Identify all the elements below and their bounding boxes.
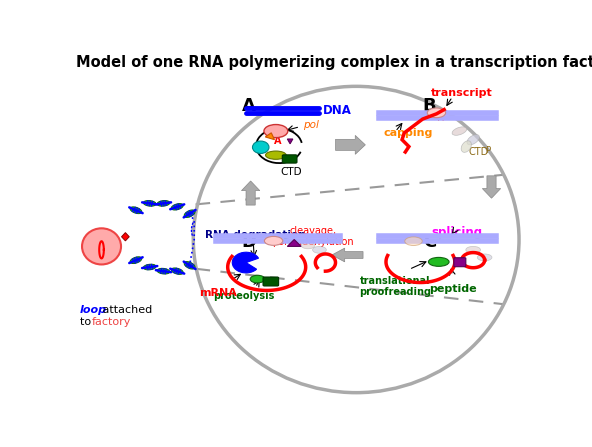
Text: D: D bbox=[242, 232, 256, 251]
Ellipse shape bbox=[184, 261, 195, 269]
Text: A: A bbox=[277, 237, 284, 246]
Text: loop: loop bbox=[79, 305, 107, 315]
Ellipse shape bbox=[265, 236, 283, 245]
Text: factory: factory bbox=[91, 317, 131, 327]
Ellipse shape bbox=[452, 127, 466, 135]
Text: proteolysis: proteolysis bbox=[213, 291, 275, 301]
Ellipse shape bbox=[143, 201, 156, 206]
Polygon shape bbox=[265, 133, 275, 139]
Ellipse shape bbox=[461, 141, 471, 152]
Polygon shape bbox=[287, 240, 301, 246]
Ellipse shape bbox=[250, 275, 265, 283]
FancyBboxPatch shape bbox=[454, 258, 466, 267]
Ellipse shape bbox=[130, 207, 142, 214]
Text: B: B bbox=[423, 97, 436, 115]
Text: CTD: CTD bbox=[280, 167, 302, 177]
Circle shape bbox=[252, 141, 269, 153]
Ellipse shape bbox=[405, 237, 422, 245]
Ellipse shape bbox=[477, 254, 492, 261]
Text: to: to bbox=[79, 317, 94, 327]
Ellipse shape bbox=[157, 268, 170, 274]
Text: attached: attached bbox=[99, 305, 153, 315]
Ellipse shape bbox=[467, 135, 480, 145]
Text: A: A bbox=[242, 97, 255, 115]
Ellipse shape bbox=[264, 125, 288, 138]
Text: cleavage,
poly-adenylation: cleavage, poly-adenylation bbox=[272, 226, 353, 247]
Ellipse shape bbox=[301, 242, 315, 249]
Text: splicing: splicing bbox=[432, 226, 482, 239]
Ellipse shape bbox=[171, 203, 184, 210]
Text: mRNA: mRNA bbox=[200, 288, 237, 298]
Text: A: A bbox=[275, 136, 282, 147]
Ellipse shape bbox=[171, 268, 184, 274]
Ellipse shape bbox=[466, 246, 481, 253]
FancyArrow shape bbox=[482, 176, 501, 198]
Text: Model of one RNA polymerizing complex in a transcription factory: Model of one RNA polymerizing complex in… bbox=[76, 55, 592, 70]
Polygon shape bbox=[121, 232, 129, 241]
FancyBboxPatch shape bbox=[263, 277, 279, 286]
Text: P: P bbox=[485, 146, 490, 155]
Text: RNA degradation: RNA degradation bbox=[205, 230, 305, 240]
Ellipse shape bbox=[184, 210, 195, 217]
Ellipse shape bbox=[82, 228, 121, 265]
Ellipse shape bbox=[130, 257, 142, 264]
Ellipse shape bbox=[266, 151, 286, 159]
Polygon shape bbox=[287, 139, 293, 144]
Text: DNA: DNA bbox=[323, 104, 352, 117]
Text: C: C bbox=[423, 232, 436, 251]
Ellipse shape bbox=[157, 201, 170, 206]
Text: peptide: peptide bbox=[429, 284, 477, 294]
FancyBboxPatch shape bbox=[282, 155, 297, 163]
Ellipse shape bbox=[143, 264, 156, 270]
FancyArrow shape bbox=[242, 181, 260, 205]
Text: A: A bbox=[438, 114, 444, 122]
Text: capping: capping bbox=[384, 128, 433, 138]
Ellipse shape bbox=[427, 108, 446, 118]
Wedge shape bbox=[232, 252, 259, 273]
FancyArrow shape bbox=[332, 248, 363, 262]
Text: transcript: transcript bbox=[431, 88, 493, 98]
Text: pol: pol bbox=[304, 120, 319, 130]
Ellipse shape bbox=[313, 246, 326, 253]
Text: CTD: CTD bbox=[469, 147, 489, 157]
Text: translational
proofreading: translational proofreading bbox=[359, 276, 431, 297]
Ellipse shape bbox=[429, 257, 449, 266]
FancyArrow shape bbox=[336, 135, 365, 154]
